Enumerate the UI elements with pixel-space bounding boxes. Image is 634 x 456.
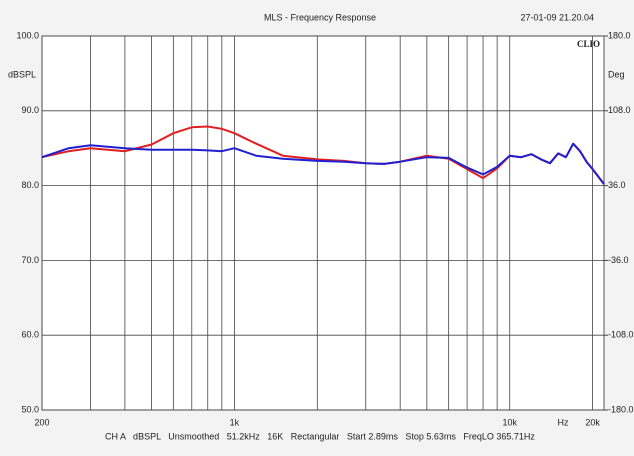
y-tick-label: 90.0 (21, 105, 39, 115)
y-tick-label: 70.0 (21, 255, 39, 265)
footer: CH A dBSPL Unsmoothed 51.2kHz 16K Rectan… (105, 431, 535, 441)
y2-tick-label: -36.0 (608, 255, 629, 265)
y2-tick-label: -180.0 (608, 404, 634, 414)
y2-tick-label: -108.0 (608, 330, 634, 340)
y2-axis-label: Deg (608, 69, 625, 79)
x-tick-label: 20k (585, 417, 600, 427)
y2-tick-label: 108.0 (608, 105, 631, 115)
timestamp: 27-01-09 21.20.04 (520, 12, 594, 22)
y-tick-label: 60.0 (21, 330, 39, 340)
plot-area (41, 35, 605, 411)
x-unit-label: Hz (558, 417, 569, 427)
y2-tick-label: 36.0 (608, 180, 626, 190)
x-tick-label: 1k (230, 417, 240, 427)
series-line (41, 142, 605, 185)
x-tick-label: 10k (502, 417, 517, 427)
y2-tick-label: 180.0 (608, 30, 631, 40)
y-tick-label: 100.0 (16, 30, 39, 40)
y-tick-label: 50.0 (21, 404, 39, 414)
chart-title: MLS - Frequency Response (264, 12, 376, 22)
y-tick-label: 80.0 (21, 180, 39, 190)
y-axis-label: dBSPL (8, 69, 36, 79)
x-tick-label: 200 (34, 417, 49, 427)
brand: CLIO (577, 39, 600, 49)
